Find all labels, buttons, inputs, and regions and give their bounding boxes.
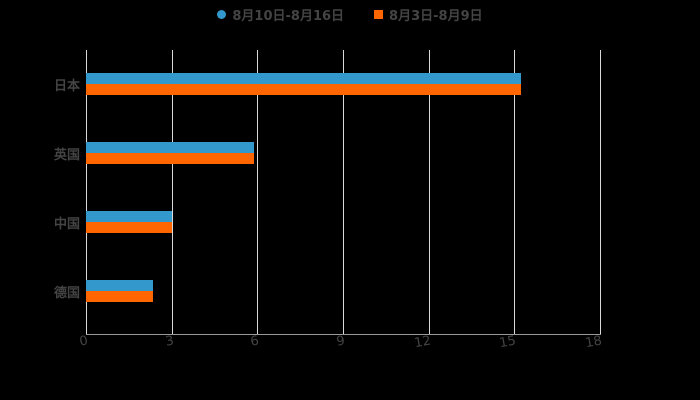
bar-aug3-9[interactable] [86,291,153,302]
bar-aug10-16[interactable] [86,73,521,84]
legend-label: 8月3日-8月9日 [389,8,483,24]
gridline [514,50,515,330]
x-tick [600,329,601,335]
x-tick [257,329,258,335]
bar-aug3-9[interactable] [86,222,172,233]
x-tick [172,329,173,335]
x-axis-label: 0 [78,333,90,350]
x-axis-label: 15 [498,333,518,352]
x-axis-label: 12 [413,333,433,352]
x-tick [86,329,87,335]
gridline [429,50,430,330]
x-tick [514,329,515,335]
x-tick [429,329,430,335]
gridline [343,50,344,330]
y-axis-label: 英国 [53,148,80,163]
y-axis-label: 日本 [53,79,80,94]
y-axis-label: 中国 [53,217,80,232]
x-axis-line [86,334,601,335]
bar-aug10-16[interactable] [86,280,153,291]
legend-marker-square-icon [374,9,384,19]
x-tick [343,329,344,335]
x-axis-label: 3 [164,333,176,350]
legend-marker-circle-icon [217,9,227,19]
legend-label: 8月10日-8月16日 [232,8,345,24]
legend-item-series-2[interactable]: 8月3日-8月9日 [374,5,483,24]
bar-aug3-9[interactable] [86,153,254,164]
x-axis-label: 6 [249,333,261,350]
chart-legend: 8月10日-8月16日 8月3日-8月9日 [0,4,700,24]
x-axis-label: 18 [584,333,604,352]
gridline [86,50,87,330]
bar-aug3-9[interactable] [86,84,521,95]
bar-aug10-16[interactable] [86,142,254,153]
gridline [257,50,258,330]
x-axis-label: 9 [335,333,347,350]
y-axis-label: 德国 [53,286,80,301]
gridline [600,50,601,330]
legend-item-series-1[interactable]: 8月10日-8月16日 [217,5,344,24]
bar-aug10-16[interactable] [86,211,172,222]
gridline [172,50,173,330]
